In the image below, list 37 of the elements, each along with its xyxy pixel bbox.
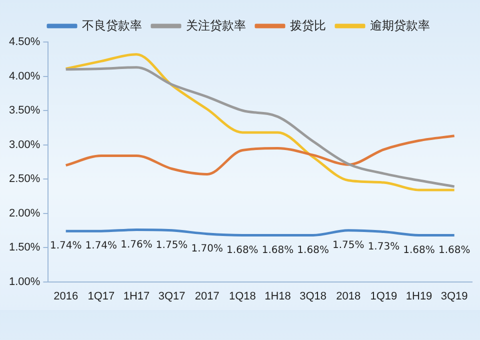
y-tick-label: 3.00% [8, 138, 40, 151]
x-tick-label: 1Q17 [88, 290, 115, 302]
legend-label: 不良贷款率 [82, 18, 142, 32]
data-label: 1.68% [226, 244, 258, 256]
data-label: 1.75% [332, 240, 364, 252]
data-label: 1.68% [403, 244, 435, 256]
x-tick-label: 3Q18 [300, 290, 327, 302]
x-tick-label: 2017 [194, 290, 220, 302]
data-label: 1.76% [120, 239, 152, 250]
legend-label: 逾期贷款率 [370, 18, 430, 32]
y-tick-label: 1.50% [8, 242, 40, 254]
legend-label: 关注贷款率 [186, 18, 246, 32]
data-label: 1.68% [297, 244, 329, 256]
y-tick-label: 4.00% [8, 70, 40, 82]
data-label: 1.74% [50, 240, 82, 252]
y-tick-label: 1.00% [8, 276, 40, 288]
x-tick-label: 1H17 [123, 290, 150, 302]
legend-label: 拨贷比 [290, 18, 326, 32]
y-tick-label: 2.00% [8, 207, 40, 220]
data-label: 1.68% [262, 244, 294, 256]
x-tick-label: 3Q17 [158, 290, 186, 302]
data-label: 1.75% [156, 240, 188, 252]
data-label: 1.70% [191, 243, 224, 254]
x-tick-label: 1H18 [264, 290, 291, 302]
data-label: 1.73% [368, 241, 400, 252]
x-tick-label: 2018 [336, 290, 361, 302]
x-tick-label: 1Q19 [370, 290, 398, 302]
x-tick-label: 3Q19 [440, 290, 468, 302]
x-tick-label: 1H19 [406, 290, 432, 302]
data-label: 1.74% [85, 240, 118, 252]
data-label: 1.68% [438, 244, 470, 256]
y-tick-label: 4.50% [8, 36, 40, 48]
y-tick-label: 2.50% [8, 173, 40, 186]
y-tick-label: 3.50% [8, 104, 40, 117]
x-tick-label: 2016 [54, 290, 78, 302]
line-series [64, 134, 456, 176]
x-tick-label: 1Q18 [228, 290, 256, 302]
